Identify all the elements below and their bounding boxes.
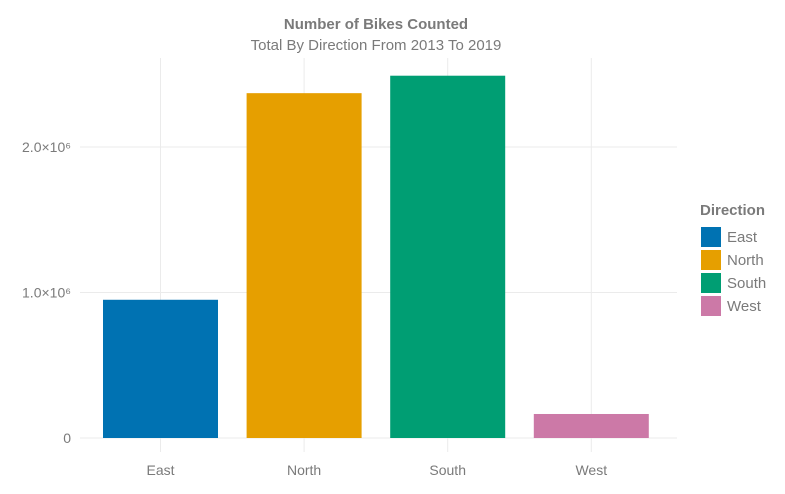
x-tick-label: North: [287, 462, 321, 478]
y-axis-ticks: 0 1.0×10⁶ 2.0×10⁶: [22, 139, 71, 446]
legend-title: Direction: [700, 202, 765, 219]
legend-swatch-east: [701, 227, 721, 247]
legend-swatch-north: [701, 250, 721, 270]
legend-label-north: North: [727, 252, 764, 269]
x-tick-label: West: [575, 462, 607, 478]
x-tick-label: East: [146, 462, 174, 478]
legend-label-south: South: [727, 275, 766, 292]
y-tick-label: 1.0×10⁶: [22, 285, 71, 301]
y-tick-label: 0: [63, 430, 71, 446]
bars: [103, 75, 649, 438]
legend-swatch-west: [701, 296, 721, 316]
chart-subtitle: Total By Direction From 2013 To 2019: [251, 37, 502, 54]
legend-swatch-south: [701, 273, 721, 293]
legend-label-west: West: [727, 298, 762, 315]
x-tick-label: South: [429, 462, 466, 478]
bar-south: [390, 75, 506, 438]
bar-west: [533, 413, 649, 438]
bar-north: [246, 93, 362, 438]
x-axis-ticks: East North South West: [146, 462, 607, 478]
legend: Direction East North South West: [700, 202, 766, 316]
bar-east: [103, 299, 218, 438]
chart-title: Number of Bikes Counted: [284, 16, 468, 33]
y-tick-label: 2.0×10⁶: [22, 139, 71, 155]
legend-label-east: East: [727, 229, 758, 246]
